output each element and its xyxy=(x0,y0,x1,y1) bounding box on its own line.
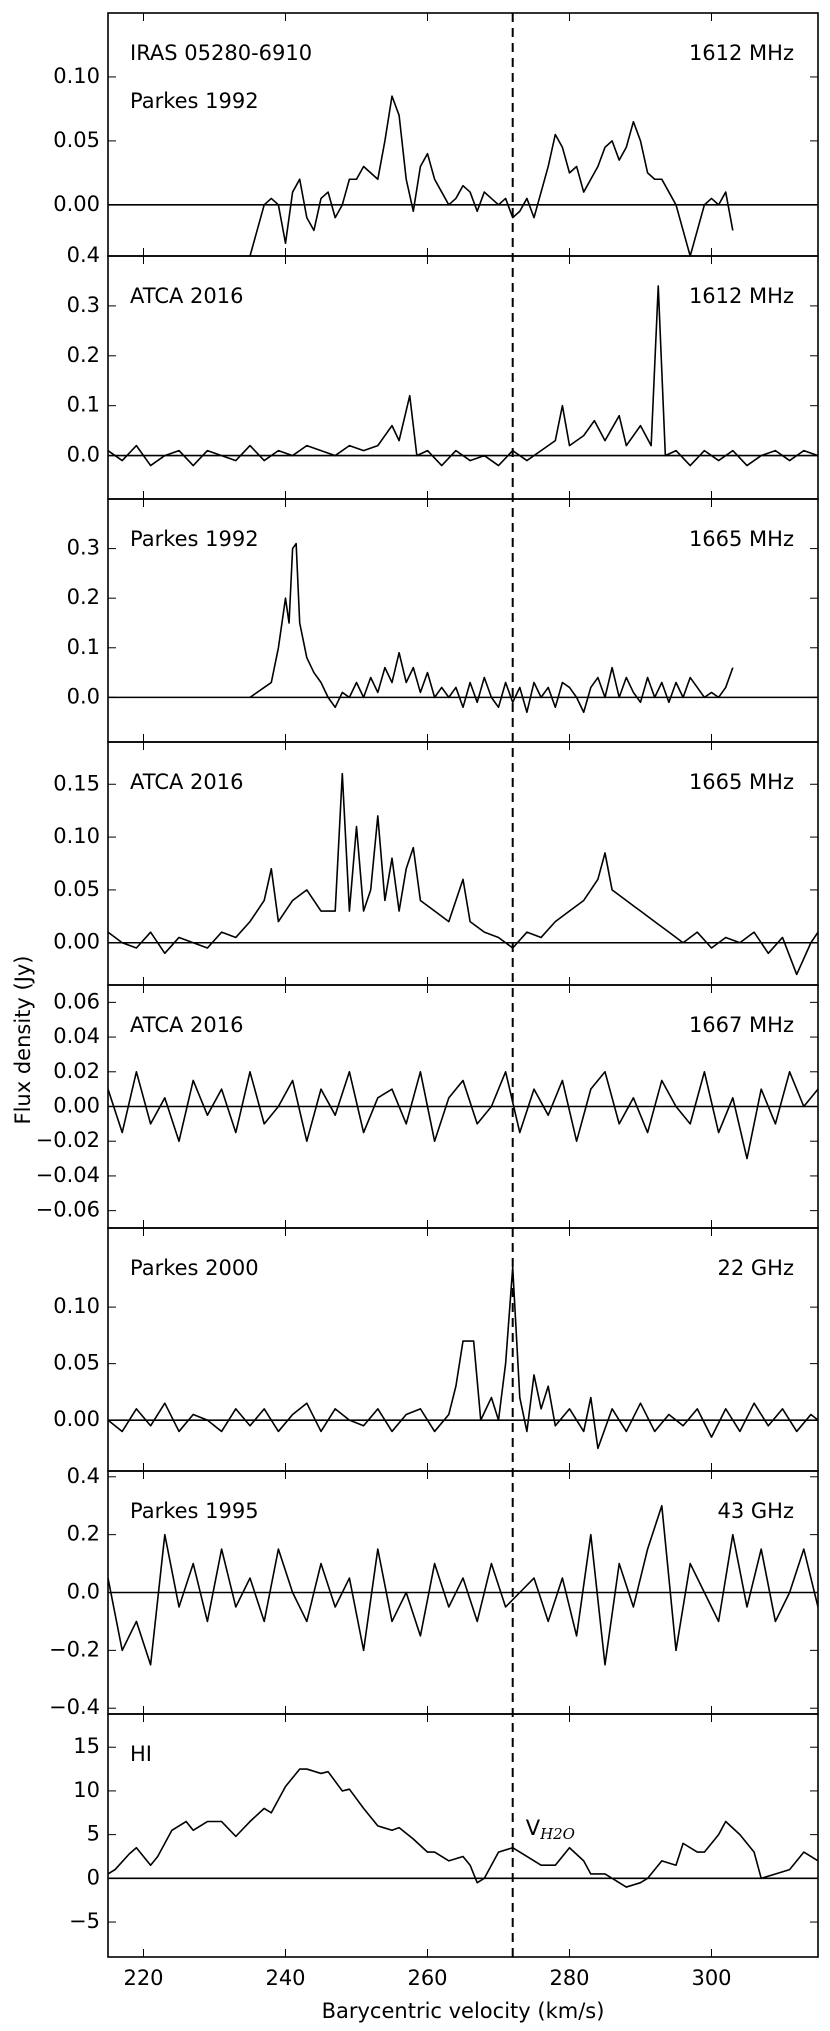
y-tick-label: 0.1 xyxy=(67,635,100,659)
panel-label: Parkes 1995 xyxy=(130,1499,259,1523)
panel-label: Parkes 1992 xyxy=(130,89,259,113)
y-tick-label: 0.2 xyxy=(67,585,100,609)
panel-label: HI xyxy=(130,1742,152,1766)
spectrum-line xyxy=(108,1266,818,1450)
y-tick-label: 0.00 xyxy=(53,192,100,216)
y-tick-label: 0.10 xyxy=(53,824,100,848)
y-tick-label: 0.10 xyxy=(53,1294,100,1318)
x-tick-label: 240 xyxy=(265,1966,305,1990)
y-tick-label: 0.00 xyxy=(53,1094,100,1118)
y-tick-label: 0.0 xyxy=(67,1580,100,1604)
x-tick-label: 300 xyxy=(691,1966,731,1990)
spectrum-line xyxy=(108,772,818,976)
band-label: 1612 MHz xyxy=(689,41,794,65)
spectrum-line xyxy=(249,542,734,714)
y-tick-label: 0.04 xyxy=(53,1024,100,1048)
spectrum-line xyxy=(108,1070,818,1160)
band-label: 1612 MHz xyxy=(689,284,794,308)
y-tick-label: 0.4 xyxy=(67,1464,100,1488)
y-tick-label: 0 xyxy=(87,1865,100,1889)
y-tick-label: −0.2 xyxy=(49,1637,100,1661)
label-sub: H2O xyxy=(539,1825,575,1843)
spectrum-line xyxy=(249,95,734,256)
panel-label: Parkes 2000 xyxy=(130,1256,259,1280)
panel-frame xyxy=(107,1713,819,1958)
y-tick-label: 0.3 xyxy=(67,293,100,317)
band-label: 1665 MHz xyxy=(689,770,794,794)
x-axis-label: Barycentric velocity (km/s) xyxy=(322,1999,605,2023)
y-tick-label: 0.05 xyxy=(53,128,100,152)
y-tick-label: 0.06 xyxy=(53,989,100,1013)
y-tick-label: 5 xyxy=(87,1822,100,1846)
y-tick-label: 15 xyxy=(73,1734,100,1758)
y-tick-label: 0.02 xyxy=(53,1059,100,1083)
panel-label: ATCA 2016 xyxy=(130,284,243,308)
y-tick-label: 0.1 xyxy=(67,393,100,417)
y-tick-label: 0.05 xyxy=(53,877,100,901)
y-tick-label: 0.4 xyxy=(67,243,100,267)
y-tick-label: −0.4 xyxy=(49,1695,100,1719)
y-tick-label: 0.00 xyxy=(53,1407,100,1431)
y-tick-label: −0.06 xyxy=(36,1198,100,1222)
x-tick-label: 280 xyxy=(549,1966,589,1990)
y-tick-label: 0.00 xyxy=(53,930,100,954)
y-tick-label: 0.2 xyxy=(67,343,100,367)
spectrum-line xyxy=(108,1504,818,1666)
reference-velocity-label: VH2O xyxy=(526,1816,575,1843)
x-tick-label: 220 xyxy=(123,1966,163,1990)
panel-label: IRAS 05280-6910 xyxy=(130,41,312,65)
band-label: 43 GHz xyxy=(718,1499,794,1523)
label-main: V xyxy=(526,1816,541,1840)
y-tick-label: 0.15 xyxy=(53,771,100,795)
band-label: 1667 MHz xyxy=(689,1013,794,1037)
spectrum-line xyxy=(108,285,818,467)
y-tick-label: 0.0 xyxy=(67,443,100,467)
y-tick-label: 10 xyxy=(73,1778,100,1802)
band-label: 1665 MHz xyxy=(689,527,794,551)
x-tick-label: 260 xyxy=(407,1966,447,1990)
y-tick-label: −5 xyxy=(69,1909,100,1933)
y-tick-label: 0.0 xyxy=(67,684,100,708)
y-tick-label: 0.10 xyxy=(53,64,100,88)
y-tick-label: −0.02 xyxy=(36,1128,100,1152)
panel-label: ATCA 2016 xyxy=(130,770,243,794)
y-axis-label: Flux density (Jy) xyxy=(11,955,35,1124)
spectrum-line xyxy=(108,1768,818,1888)
panel-label: ATCA 2016 xyxy=(130,1013,243,1037)
panel-label: Parkes 1992 xyxy=(130,527,259,551)
band-label: 22 GHz xyxy=(718,1256,794,1280)
y-tick-label: 0.2 xyxy=(67,1522,100,1546)
y-tick-label: −0.04 xyxy=(36,1163,100,1187)
y-tick-label: 0.05 xyxy=(53,1351,100,1375)
y-tick-label: 0.3 xyxy=(67,536,100,560)
